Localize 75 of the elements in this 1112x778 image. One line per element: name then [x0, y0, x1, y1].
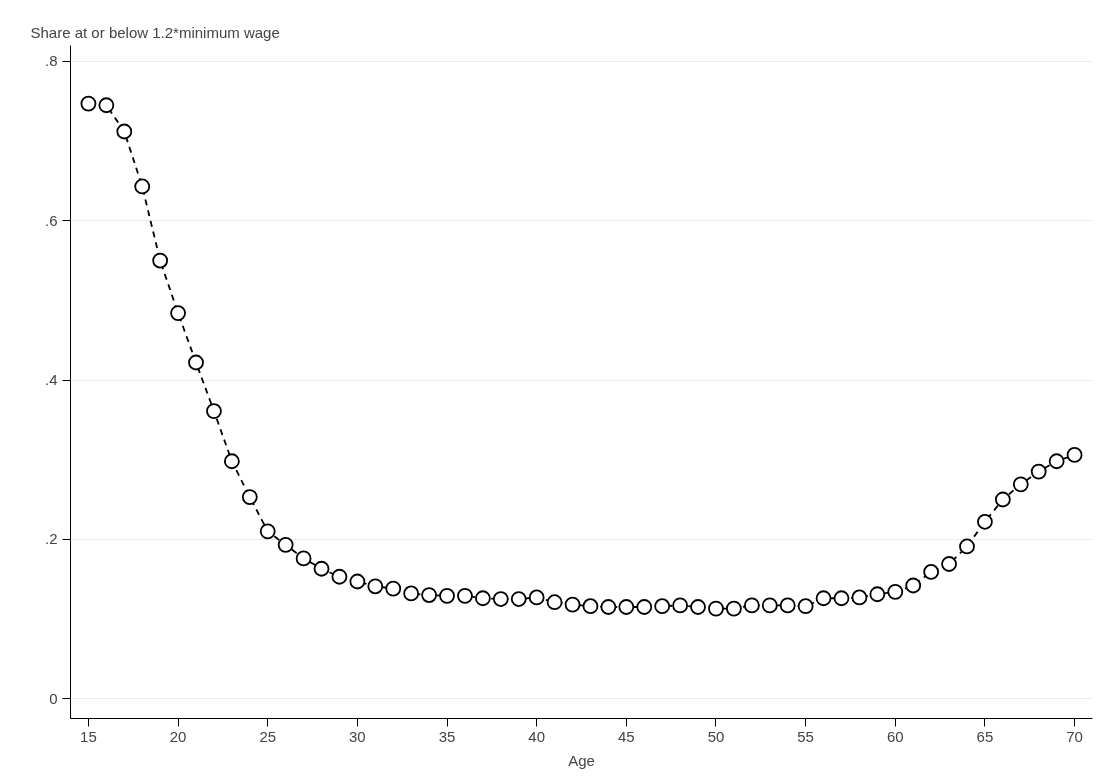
- point: [941, 556, 957, 572]
- x-tick-label: 60: [886, 727, 904, 745]
- point: [869, 586, 886, 603]
- point: [528, 589, 545, 606]
- point: [80, 95, 97, 112]
- point: [421, 587, 437, 603]
- x-tick-label: 70: [1066, 727, 1083, 745]
- point: [672, 597, 689, 614]
- point: [241, 489, 258, 505]
- point: [761, 597, 778, 614]
- point: [851, 589, 868, 606]
- point: [188, 354, 204, 371]
- point: [833, 590, 850, 607]
- point: [797, 598, 814, 615]
- y-axis-title: Share at or below 1.2*minimum wage: [30, 23, 280, 41]
- x-tick-label: 40: [528, 727, 546, 745]
- point: [1066, 446, 1083, 463]
- y-tick-label: .2: [44, 530, 58, 548]
- point: [600, 599, 617, 615]
- point: [295, 550, 312, 567]
- y-tick-label: .6: [44, 211, 58, 229]
- point: [152, 252, 169, 269]
- x-tick-label: 45: [617, 727, 635, 745]
- point: [564, 596, 581, 613]
- point: [170, 305, 186, 321]
- point: [474, 590, 491, 607]
- point: [116, 123, 133, 140]
- x-tick-label: 55: [797, 727, 814, 745]
- x-tick-label: 50: [707, 727, 725, 745]
- x-tick-label: 25: [259, 727, 277, 745]
- point: [492, 591, 509, 607]
- point: [439, 587, 455, 604]
- point: [349, 573, 366, 590]
- y-tick-label: 0: [49, 689, 58, 707]
- point: [977, 513, 993, 530]
- y-tick-label: .4: [44, 371, 58, 389]
- y-tick-label: .8: [44, 52, 58, 70]
- point: [403, 585, 420, 602]
- point: [385, 580, 402, 597]
- point: [726, 600, 742, 617]
- point: [923, 564, 940, 580]
- point: [905, 577, 922, 594]
- x-tick-label: 35: [438, 727, 456, 745]
- point: [959, 538, 975, 555]
- point: [690, 599, 706, 615]
- point: [887, 583, 904, 600]
- point: [98, 97, 115, 114]
- x-tick-label: 20: [169, 727, 187, 745]
- point: [1012, 476, 1029, 493]
- x-tick-label: 15: [80, 727, 97, 745]
- point: [618, 599, 635, 615]
- point: [582, 598, 599, 615]
- point: [206, 403, 222, 419]
- x-tick-label: 65: [976, 727, 994, 745]
- point: [313, 560, 330, 577]
- point: [779, 597, 796, 614]
- point: [510, 591, 527, 607]
- point: [134, 178, 151, 195]
- point: [277, 536, 294, 553]
- point: [708, 600, 724, 617]
- point: [994, 491, 1011, 508]
- point: [457, 587, 473, 604]
- point: [331, 568, 348, 585]
- point: [1030, 463, 1047, 480]
- x-axis-title: Age: [568, 751, 595, 769]
- point: [654, 598, 671, 615]
- point: [259, 523, 276, 540]
- point: [743, 597, 760, 614]
- point: [367, 578, 384, 595]
- point: [815, 590, 832, 607]
- point: [546, 594, 563, 611]
- x-tick-label: 30: [349, 727, 366, 745]
- point: [223, 453, 240, 470]
- point: [636, 599, 653, 615]
- point: [1048, 453, 1065, 470]
